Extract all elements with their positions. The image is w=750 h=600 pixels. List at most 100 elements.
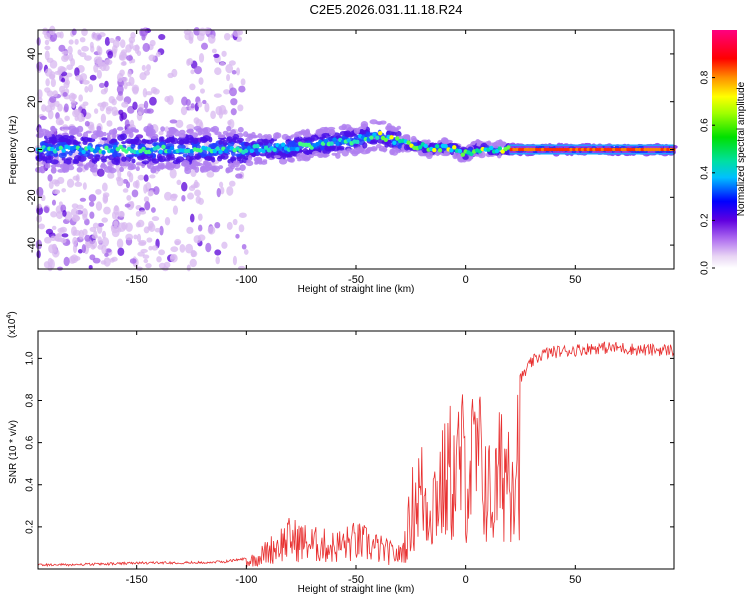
snr-multiplier-exponent: 4 [6, 315, 13, 319]
heatmap-cell [46, 90, 54, 97]
heatmap-cell [193, 125, 202, 131]
ridge-point [620, 147, 625, 152]
heatmap-cell [156, 256, 162, 263]
heatmap-cell [263, 139, 269, 146]
heatmap-cell [245, 160, 254, 167]
heatmap-cell [125, 181, 131, 189]
heatmap-cell [204, 27, 211, 35]
heatmap-cell [44, 163, 51, 169]
heatmap-cell [273, 155, 281, 159]
ridge-point [666, 147, 670, 152]
heatmap-cell [287, 135, 294, 140]
heatmap-cell [49, 151, 55, 157]
heatmap-cell [142, 254, 150, 259]
heatmap-cell [44, 45, 51, 51]
heatmap-cell [36, 37, 41, 46]
heatmap-cell [118, 222, 126, 232]
ridge-point [215, 146, 220, 151]
heatmap-cell [127, 70, 132, 78]
heatmap-cell [159, 163, 165, 170]
heatmap-cell [45, 152, 50, 156]
heatmap-cell [119, 166, 125, 172]
heatmap-cell [96, 69, 102, 79]
heatmap-cell [221, 50, 227, 57]
heatmap-cell [222, 130, 229, 135]
heatmap-cell [180, 106, 188, 116]
ridge-point [657, 147, 662, 152]
heatmap-cell [120, 49, 128, 55]
heatmap-cell [119, 113, 124, 122]
ridge-point [104, 145, 109, 151]
heatmap-cell [102, 131, 107, 137]
heatmap-cell [72, 160, 80, 165]
heatmap-cell [95, 188, 102, 195]
heatmap-cell [35, 239, 43, 250]
heatmap-cell [76, 166, 83, 173]
heatmap-cell [159, 225, 164, 236]
heatmap-cell [122, 160, 130, 167]
heatmap-cell [223, 89, 230, 95]
heatmap-cell [238, 85, 246, 93]
heatmap-cell [366, 132, 374, 137]
ridge-point [523, 147, 528, 152]
heatmap-cell [75, 74, 84, 81]
heatmap-cell [149, 133, 159, 140]
heatmap-cell [257, 133, 263, 139]
heatmap-cell [289, 157, 295, 163]
heatmap-cell [150, 207, 156, 213]
heatmap-cell [302, 147, 309, 154]
heatmap-cell [181, 96, 188, 106]
ridge-point [255, 143, 260, 149]
ridge-point [434, 144, 440, 149]
ridge-point [81, 149, 86, 155]
heatmap-cell [35, 127, 42, 132]
heatmap-cell [205, 242, 212, 253]
heatmap-cell [100, 88, 107, 95]
heatmap-cell [151, 245, 159, 251]
heatmap-cell [68, 92, 76, 103]
heatmap-cell [112, 48, 117, 58]
heatmap-cell [50, 167, 57, 174]
heatmap-cell [230, 108, 237, 116]
heatmap-cell [167, 156, 176, 161]
heatmap-cell [172, 162, 181, 169]
heatmap-cell [66, 178, 75, 188]
heatmap-cell [102, 194, 109, 204]
heatmap-cell [218, 181, 224, 188]
heatmap-cell [189, 213, 195, 223]
heatmap-cell [191, 159, 197, 166]
heatmap-cell [103, 257, 111, 267]
ridge-point [375, 135, 380, 140]
heatmap-cell [95, 144, 103, 148]
heatmap-cell [122, 188, 129, 193]
heatmap-cell [238, 224, 245, 233]
x-tick-label: 50 [569, 574, 581, 586]
colorbar-label: Normalized spectral amplitude [736, 81, 747, 216]
heatmap-cell [142, 87, 148, 98]
heatmap-cell [119, 39, 126, 49]
heatmap-cell [232, 133, 240, 140]
ridge-point [506, 145, 511, 150]
heatmap-cell [63, 256, 70, 267]
heatmap-cell [225, 63, 234, 74]
heatmap-cell [213, 53, 220, 58]
heatmap-cell [82, 140, 88, 146]
heatmap-cell [72, 243, 78, 254]
heatmap-cell [84, 234, 91, 242]
ridge-point [529, 147, 534, 152]
ridge-point [592, 147, 596, 152]
heatmap-cell [44, 32, 51, 40]
heatmap-cell [190, 184, 197, 189]
heatmap-cell [206, 171, 215, 178]
heatmap-cell [315, 131, 320, 136]
ridge-point [246, 146, 252, 151]
heatmap-cell [254, 161, 259, 165]
heatmap-cell [235, 153, 241, 157]
heatmap-cell [47, 174, 53, 182]
heatmap-cell [61, 188, 67, 193]
heatmap-cell [218, 165, 224, 170]
snr-x-ticks: -150 -100 -50 0 50 [126, 331, 581, 586]
ridge-point [249, 148, 255, 154]
x-tick-label: 0 [463, 274, 469, 286]
heatmap-cell [231, 70, 237, 75]
